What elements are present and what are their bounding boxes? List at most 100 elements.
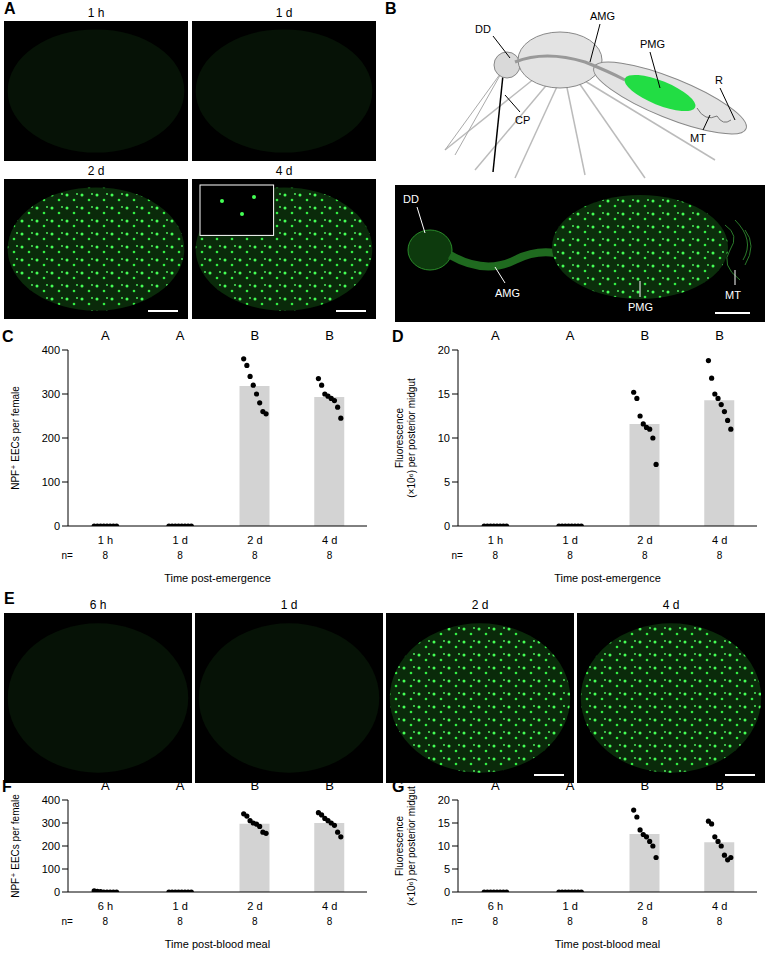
svg-text:200: 200	[42, 840, 60, 852]
svg-text:6 h: 6 h	[98, 900, 113, 912]
html-text:4 d: 4 d	[662, 598, 680, 612]
svg-text:n=: n=	[61, 550, 73, 561]
svg-text:B: B	[715, 778, 724, 793]
svg-text:DD: DD	[475, 23, 491, 35]
svg-text:400: 400	[42, 794, 60, 806]
svg-text:AMG: AMG	[495, 287, 520, 299]
svg-text:5: 5	[444, 476, 450, 488]
svg-text:8: 8	[177, 916, 183, 927]
svg-text:10: 10	[438, 432, 450, 444]
svg-text:8: 8	[103, 550, 109, 561]
svg-text:8: 8	[717, 916, 723, 927]
svg-text:8: 8	[493, 550, 499, 561]
html-text:G: G	[392, 778, 405, 795]
svg-text:A: A	[101, 778, 110, 793]
svg-text:5: 5	[444, 863, 450, 875]
svg-text:1 d: 1 d	[562, 900, 577, 912]
svg-text:0: 0	[54, 886, 60, 898]
svg-text:A: A	[101, 328, 110, 343]
svg-text:A: A	[566, 328, 575, 343]
html-text:1 d: 1 d	[280, 598, 298, 612]
svg-text:10: 10	[438, 840, 450, 852]
svg-text:15: 15	[438, 817, 450, 829]
svg-text:8: 8	[717, 550, 723, 561]
svg-text:Time post-emergence: Time post-emergence	[164, 572, 271, 584]
svg-text:PMG: PMG	[628, 301, 653, 313]
svg-text:20: 20	[438, 344, 450, 356]
svg-text:8: 8	[252, 550, 258, 561]
html-text:1 d: 1 d	[275, 6, 293, 20]
svg-text:300: 300	[42, 388, 60, 400]
svg-text:A: A	[176, 778, 185, 793]
svg-text:4 d: 4 d	[322, 534, 337, 546]
html-text:2 d: 2 d	[87, 164, 105, 178]
svg-text:Time post-blood meal: Time post-blood meal	[555, 938, 660, 950]
svg-text:Time post-emergence: Time post-emergence	[554, 572, 661, 584]
html-text:NPF⁺ EECs per female: NPF⁺ EECs per female	[10, 386, 21, 490]
svg-text:PMG: PMG	[640, 38, 665, 50]
svg-text:8: 8	[103, 916, 109, 927]
svg-text:4 d: 4 d	[712, 900, 727, 912]
svg-text:DD: DD	[403, 193, 419, 205]
svg-text:100: 100	[42, 863, 60, 875]
svg-text:A: A	[176, 328, 185, 343]
svg-text:B: B	[641, 778, 650, 793]
svg-text:0: 0	[54, 520, 60, 532]
svg-text:300: 300	[42, 817, 60, 829]
svg-text:8: 8	[567, 550, 573, 561]
svg-text:4 d: 4 d	[322, 900, 337, 912]
svg-text:1 d: 1 d	[562, 534, 577, 546]
svg-text:20: 20	[438, 794, 450, 806]
svg-text:8: 8	[177, 550, 183, 561]
html-text:2 d: 2 d	[471, 598, 489, 612]
html-text:B: B	[385, 0, 397, 17]
svg-text:B: B	[251, 778, 260, 793]
svg-text:A: A	[566, 778, 575, 793]
svg-text:2 d: 2 d	[637, 534, 652, 546]
svg-text:8: 8	[327, 916, 333, 927]
svg-text:0: 0	[444, 520, 450, 532]
svg-text:n=: n=	[451, 916, 463, 927]
html-text:C: C	[2, 328, 14, 345]
html-text:4 d: 4 d	[275, 164, 293, 178]
svg-text:A: A	[491, 328, 500, 343]
svg-text:1 d: 1 d	[172, 534, 187, 546]
svg-text:MT: MT	[690, 132, 706, 144]
svg-text:B: B	[251, 328, 260, 343]
svg-text:100: 100	[42, 476, 60, 488]
svg-text:15: 15	[438, 388, 450, 400]
svg-text:8: 8	[567, 916, 573, 927]
svg-text:CP: CP	[515, 114, 530, 126]
svg-text:2 d: 2 d	[637, 900, 652, 912]
svg-text:0: 0	[444, 886, 450, 898]
svg-text:1 h: 1 h	[488, 534, 503, 546]
svg-text:MT: MT	[725, 289, 741, 301]
svg-text:1 d: 1 d	[172, 900, 187, 912]
svg-text:6 h: 6 h	[488, 900, 503, 912]
svg-text:n=: n=	[61, 916, 73, 927]
svg-text:n=: n=	[451, 550, 463, 561]
svg-text:2 d: 2 d	[247, 900, 262, 912]
svg-text:AMG: AMG	[590, 10, 615, 22]
svg-text:8: 8	[642, 550, 648, 561]
svg-text:200: 200	[42, 432, 60, 444]
svg-text:8: 8	[642, 916, 648, 927]
svg-text:B: B	[715, 328, 724, 343]
svg-text:8: 8	[493, 916, 499, 927]
svg-text:B: B	[641, 328, 650, 343]
svg-text:A: A	[491, 778, 500, 793]
html-text:D: D	[392, 328, 404, 345]
svg-text:B: B	[325, 778, 334, 793]
html-text:1 h: 1 h	[87, 6, 105, 20]
svg-text:2 d: 2 d	[247, 534, 262, 546]
svg-text:4 d: 4 d	[712, 534, 727, 546]
svg-text:8: 8	[327, 550, 333, 561]
html-text:6 h: 6 h	[89, 598, 107, 612]
svg-text:1 h: 1 h	[98, 534, 113, 546]
svg-text:B: B	[325, 328, 334, 343]
html-text:A: A	[4, 0, 16, 17]
svg-text:8: 8	[252, 916, 258, 927]
svg-text:400: 400	[42, 344, 60, 356]
svg-text:Time post-blood meal: Time post-blood meal	[165, 938, 270, 950]
svg-text:R: R	[715, 74, 723, 86]
